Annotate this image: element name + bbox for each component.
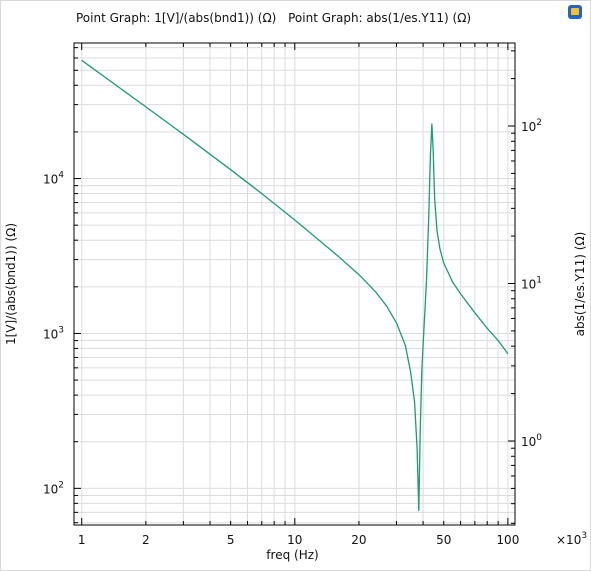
- y-left-axis-title: 1[V]/(abs(bnd1)) (Ω): [4, 223, 18, 345]
- comsol-logo-icon[interactable]: [567, 4, 583, 20]
- x-tick-label: 5: [227, 533, 235, 547]
- x-tick-label: 1: [78, 533, 86, 547]
- plot-border: [73, 42, 516, 526]
- y-right-tick-label: 100: [521, 433, 542, 449]
- x-tick-label: 20: [351, 533, 366, 547]
- chart-title: Point Graph: 1[V]/(abs(bnd1)) (Ω) Point …: [76, 11, 471, 25]
- logo-inner: [571, 8, 579, 15]
- tick-layer: [74, 43, 515, 525]
- y-left-tick-label: 104: [43, 171, 64, 187]
- x-tick-label: 2: [142, 533, 150, 547]
- series2-title: Point Graph: abs(1/es.Y11) (Ω): [288, 11, 472, 25]
- y-right-axis-title: abs(1/es.Y11) (Ω): [573, 232, 587, 337]
- y-left-tick-label: 102: [43, 480, 64, 496]
- label-layer: 1 2 5 10 20 50 100 102 103 104 100 101 102: [43, 118, 542, 547]
- x-axis-title: freq (Hz): [266, 548, 318, 562]
- y-right-tick-label: 101: [521, 276, 542, 292]
- x-tick-label: 100: [496, 533, 519, 547]
- series1-title: Point Graph: 1[V]/(abs(bnd1)) (Ω): [76, 11, 277, 25]
- y-left-tick-label: 103: [43, 325, 64, 341]
- y-right-tick-label: 102: [521, 118, 542, 134]
- x-tick-label: 10: [287, 533, 302, 547]
- series-line: [81, 59, 509, 512]
- line-layer: [81, 59, 509, 512]
- x-tick-label: 50: [436, 533, 451, 547]
- x-multiplier: ×103: [556, 531, 587, 547]
- grid-layer: [74, 43, 515, 525]
